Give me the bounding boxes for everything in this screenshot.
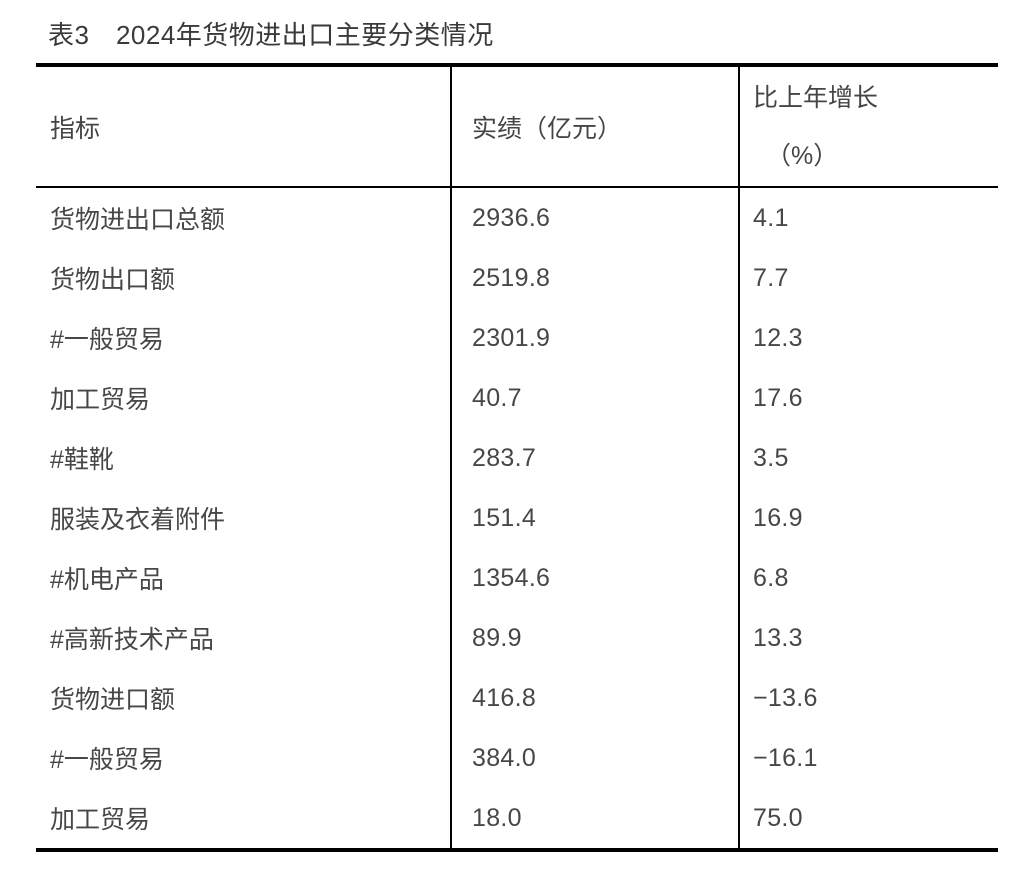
row-indicator: #一般贸易 <box>50 746 164 774</box>
row-indicator: 货物出口额 <box>50 266 176 294</box>
header-indicator: 指标 <box>36 67 450 188</box>
row-value: 416.8 <box>450 668 738 728</box>
row-value: 40.7 <box>450 368 738 428</box>
row-indicator: 货物进口额 <box>50 686 176 714</box>
row-value: 1354.6 <box>450 548 738 608</box>
row-growth: 3.5 <box>738 428 998 488</box>
row-growth: 6.8 <box>738 548 998 608</box>
row-growth: −13.6 <box>738 668 998 728</box>
data-table: 指标 实绩（亿元） 比上年增长 （%） 货物进出口总额 2936.6 4.1 货… <box>36 63 998 852</box>
row-growth: 12.3 <box>738 308 998 368</box>
row-growth: −16.1 <box>738 728 998 788</box>
row-value: 151.4 <box>450 488 738 548</box>
row-indicator: 服装及衣着附件 <box>50 506 226 534</box>
row-growth: 7.7 <box>738 248 998 308</box>
row-indicator: 加工贸易 <box>50 806 151 834</box>
header-growth-line2: （%） <box>766 141 839 170</box>
row-value: 2301.9 <box>450 308 738 368</box>
row-value: 283.7 <box>450 428 738 488</box>
row-indicator: #机电产品 <box>50 566 164 594</box>
row-indicator: #高新技术产品 <box>50 626 214 654</box>
row-indicator: #鞋靴 <box>50 446 114 474</box>
header-value: 实绩（亿元） <box>450 67 738 188</box>
row-growth: 17.6 <box>738 368 998 428</box>
header-growth: 比上年增长 （%） <box>738 67 998 188</box>
row-indicator: 货物进出口总额 <box>50 206 226 234</box>
row-indicator: 加工贸易 <box>50 386 151 414</box>
row-value: 18.0 <box>450 788 738 848</box>
header-growth-line1: 比上年增长 <box>753 83 879 112</box>
table-title: 表3 2024年货物进出口主要分类情况 <box>48 20 494 50</box>
page: 表3 2024年货物进出口主要分类情况 指标 实绩（亿元） 比上年增长 （%） … <box>0 20 1034 874</box>
row-growth: 13.3 <box>738 608 998 668</box>
row-value: 384.0 <box>450 728 738 788</box>
row-value: 89.9 <box>450 608 738 668</box>
row-growth: 4.1 <box>738 188 998 248</box>
row-value: 2936.6 <box>450 188 738 248</box>
row-indicator: #一般贸易 <box>50 326 164 354</box>
row-growth: 75.0 <box>738 788 998 848</box>
row-value: 2519.8 <box>450 248 738 308</box>
row-growth: 16.9 <box>738 488 998 548</box>
